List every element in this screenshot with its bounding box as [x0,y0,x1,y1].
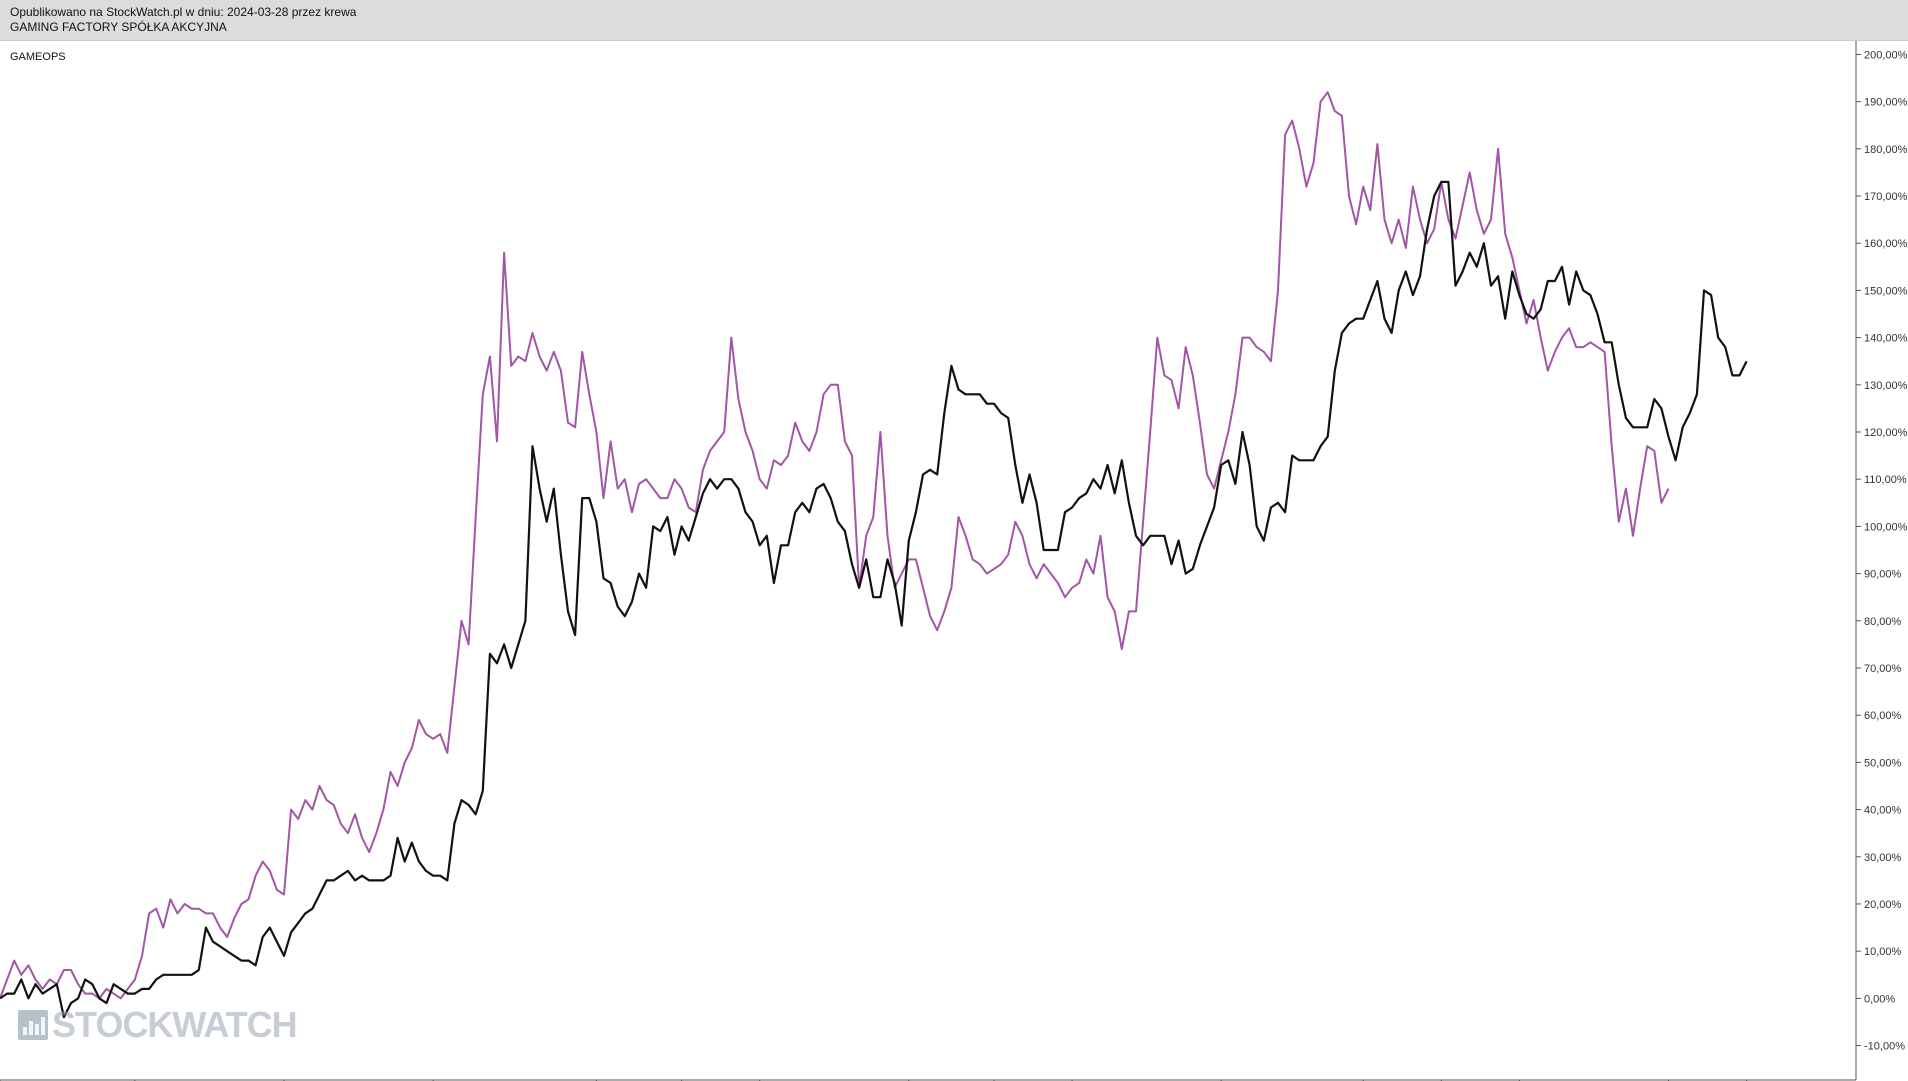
published-info: Opublikowano na StockWatch.pl w dniu: 20… [10,5,357,19]
company-name: GAMING FACTORY SPÓŁKA AKCYJNA [10,20,227,34]
y-tick-label: 100,00% [1864,521,1908,533]
y-tick-label: 190,00% [1864,97,1908,109]
publication-header: Opublikowano na StockWatch.pl w dniu: 20… [0,0,1908,41]
y-tick-label: 70,00% [1864,663,1902,675]
stockwatch-logo-icon [18,1010,48,1040]
y-tick-label: 50,00% [1864,757,1902,769]
y-tick-label: 180,00% [1864,144,1908,156]
series-label: GAMEOPS [10,51,66,63]
y-tick-label: 140,00% [1864,333,1908,345]
price-chart: 200,00% 190,00% 180,00% 170,00% 160,00% 150,0… [0,41,1908,1081]
watermark-text: STOCKWATCH [52,1004,298,1045]
y-tick-label: 150,00% [1864,285,1908,297]
y-tick-label: 40,00% [1864,805,1902,817]
y-tick-label: 160,00% [1864,238,1908,250]
y-tick-label: 90,00% [1864,569,1902,581]
y-axis: 200,00% 190,00% 180,00% 170,00% 160,00% 150,0… [1856,49,1908,1053]
y-tick-label: 0,00% [1864,993,1895,1005]
y-tick-label: 80,00% [1864,616,1902,628]
y-tick-label: 110,00% [1864,474,1907,486]
y-tick-label: 130,00% [1864,380,1908,392]
plot-frame [0,41,1857,1081]
y-tick-label: -10,00% [1864,1041,1905,1053]
series-layer [0,91,1748,1019]
y-tick-label: 60,00% [1864,710,1902,722]
series-line-1 [0,91,1670,1000]
series-line-2 [0,180,1748,1019]
y-tick-label: 30,00% [1864,852,1902,864]
y-tick-label: 170,00% [1864,191,1908,203]
stockwatch-watermark: STOCKWATCH [18,1004,298,1046]
y-tick-label: 120,00% [1864,427,1908,439]
y-tick-label: 20,00% [1864,899,1902,911]
y-tick-label: 10,00% [1864,946,1902,958]
y-tick-label: 200,00% [1864,49,1908,61]
